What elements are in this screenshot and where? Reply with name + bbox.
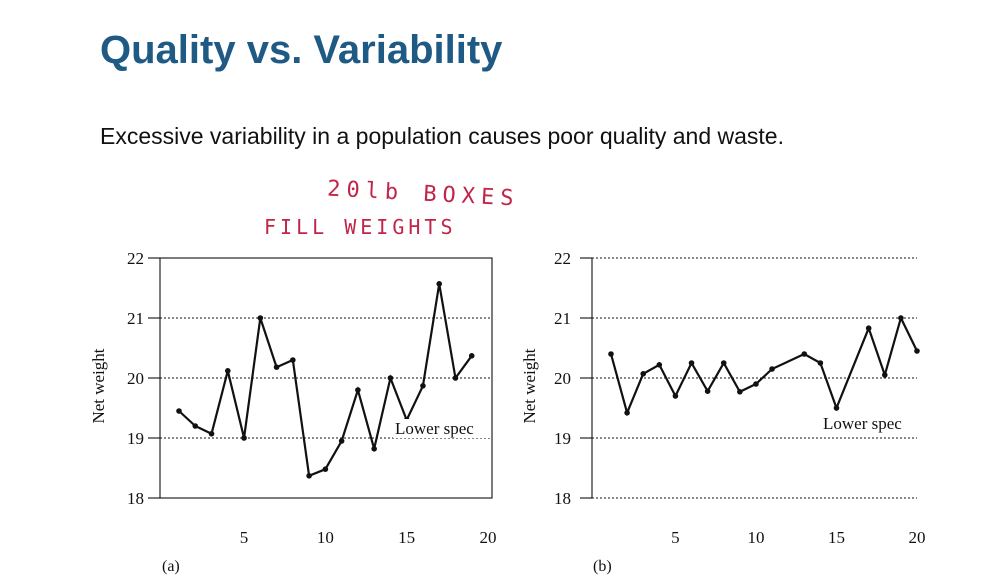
series-line: [178, 283, 473, 478]
data-point-7: [273, 364, 280, 370]
x-tick-label-15: 15: [828, 528, 845, 547]
slide-body-text: Excessive variability in a population ca…: [100, 123, 784, 149]
data-point-8: [720, 360, 727, 366]
panel-label: (b): [593, 558, 612, 575]
y-tick-label-22: 22: [127, 249, 144, 268]
data-point-11: [769, 366, 775, 372]
x-tick-label-10: 10: [317, 528, 334, 547]
lower-spec-label: Lower spec: [823, 414, 902, 433]
data-point-3: [640, 371, 647, 377]
y-tick-label-21: 21: [554, 309, 571, 328]
lower-spec-label: Lower spec: [395, 419, 474, 438]
chart-panel-a: 18 19 20 21 22 5 10 15 20 Net weight (a) Lower spec: [82, 238, 512, 583]
y-tick-label-20: 20: [554, 369, 571, 388]
panel-label: (a): [162, 558, 180, 575]
chart-panel-b: 18 19 20 21 22 5 10 15 20 Net weight (b) Lower spec: [515, 238, 955, 583]
series-line: [609, 314, 918, 417]
data-point-8: [290, 357, 296, 363]
y-tick-label-21: 21: [127, 309, 144, 328]
data-point-2: [624, 410, 630, 416]
data-point-17: [898, 315, 904, 321]
chart-b-svg: 18 19 20 21 22 5 10 15 20 Net weight (b) Lower spec: [520, 249, 926, 575]
data-point-19: [468, 353, 475, 359]
data-point-11: [338, 438, 345, 444]
data-point-1: [608, 351, 614, 357]
handwritten-annotation: 20lb BOXES FILL WEIGHTS: [264, 177, 520, 239]
x-tick-label-10: 10: [747, 528, 764, 547]
annotation-backdrop: [393, 419, 491, 438]
x-tick-label-15: 15: [398, 528, 415, 547]
y-tick-label-18: 18: [554, 489, 571, 508]
y-tick-label-22: 22: [554, 249, 571, 268]
x-tick-label-5: 5: [240, 528, 249, 547]
handwritten-line-1: 20lb BOXES: [327, 177, 520, 212]
data-point-5: [241, 435, 247, 441]
data-point-18: [914, 348, 920, 354]
data-point-16: [420, 383, 426, 389]
data-point-15: [865, 325, 872, 331]
data-point-17: [436, 281, 443, 287]
data-point-16: [881, 372, 888, 378]
data-point-10: [753, 381, 759, 387]
data-point-9: [306, 473, 312, 479]
x-tick-label-20: 20: [909, 528, 926, 547]
annotation-backdrop: [821, 414, 919, 433]
data-point-10: [322, 466, 329, 472]
data-point-14: [833, 405, 840, 411]
data-point-7: [704, 388, 711, 394]
x-tick-label-20: 20: [480, 528, 497, 547]
x-tick-label-5: 5: [671, 528, 680, 547]
y-axis-label: Net weight: [520, 348, 539, 423]
data-point-4: [224, 368, 231, 374]
data-point-6: [257, 315, 264, 321]
data-point-12: [801, 351, 808, 357]
data-point-3: [208, 431, 215, 437]
slide-title: Quality vs. Variability: [100, 28, 503, 72]
y-axis-label: Net weight: [89, 348, 108, 423]
y-tick-label-18: 18: [127, 489, 144, 508]
data-point-13: [371, 446, 377, 452]
data-point-4: [656, 362, 663, 368]
y-tick-label-19: 19: [127, 429, 144, 448]
data-point-9: [737, 389, 743, 395]
data-point-5: [672, 393, 679, 399]
handwritten-line-2: FILL WEIGHTS: [264, 215, 457, 239]
data-point-1: [176, 408, 182, 414]
data-point-13: [817, 360, 824, 366]
data-point-14: [387, 375, 394, 381]
data-point-2: [192, 423, 199, 429]
y-tick-label-20: 20: [127, 369, 144, 388]
data-point-6: [688, 360, 695, 366]
chart-a-svg: 18 19 20 21 22 5 10 15 20 Net weight (a) Lower spec: [89, 249, 497, 575]
y-tick-label-19: 19: [554, 429, 571, 448]
data-point-12: [355, 387, 361, 393]
data-point-18: [452, 375, 459, 381]
